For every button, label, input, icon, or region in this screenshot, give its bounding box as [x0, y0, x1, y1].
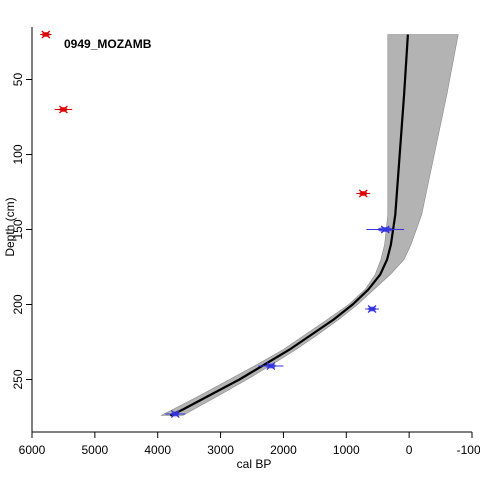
y-tick-label: 250 — [11, 369, 25, 389]
plot-area — [40, 30, 459, 418]
y-axis-label: Depth (cm) — [3, 197, 17, 256]
x-tick-label: 0 — [406, 443, 413, 457]
date-cross-mark — [59, 105, 68, 114]
date-cross-mark — [358, 189, 368, 198]
median-age-line — [169, 34, 409, 417]
date-marker-3 — [356, 189, 371, 198]
x-axis-label: cal BP — [237, 457, 272, 471]
x-tick-label: -1000 — [457, 443, 480, 457]
x-tick-label: 1000 — [333, 443, 360, 457]
x-tick-label: 3000 — [207, 443, 234, 457]
x-tick-label: 4000 — [144, 443, 171, 457]
date-marker-1 — [40, 30, 52, 39]
uncertainty-band — [160, 34, 459, 416]
date-cross-mark — [170, 410, 180, 418]
date-marker-6 — [258, 362, 284, 370]
y-tick-label: 100 — [11, 144, 25, 164]
x-tick-label: 2000 — [270, 443, 297, 457]
date-cross-mark — [380, 225, 390, 234]
x-tick-label: 6000 — [19, 443, 46, 457]
x-tick-label: 5000 — [82, 443, 109, 457]
axes: 6000 5000 4000 3000 2000 1000 0 -1000 50 100 150 20… — [11, 27, 480, 457]
date-cross-mark — [266, 362, 276, 370]
y-tick-label: 150 — [11, 219, 25, 239]
y-tick-label: 200 — [11, 294, 25, 314]
date-cross-mark — [367, 305, 377, 313]
date-marker-7 — [165, 410, 186, 418]
y-tick-label: 50 — [11, 73, 25, 87]
chart-title: 0949_MOZAMB — [64, 37, 152, 51]
date-marker-2 — [54, 105, 73, 114]
date-marker-4 — [366, 225, 405, 234]
date-cross-mark — [41, 30, 51, 39]
date-marker-5 — [365, 305, 379, 313]
